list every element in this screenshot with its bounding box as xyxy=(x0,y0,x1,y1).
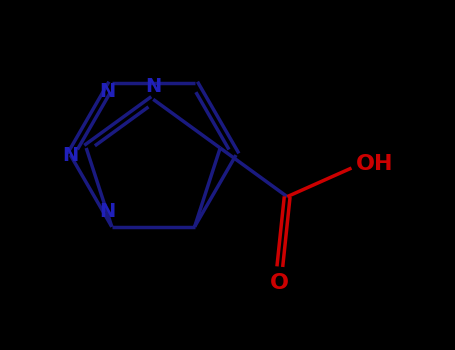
Text: O: O xyxy=(270,273,289,293)
Text: OH: OH xyxy=(356,154,394,174)
Text: N: N xyxy=(100,202,116,221)
Text: N: N xyxy=(100,82,116,101)
Text: N: N xyxy=(145,77,162,96)
Text: N: N xyxy=(62,146,79,164)
